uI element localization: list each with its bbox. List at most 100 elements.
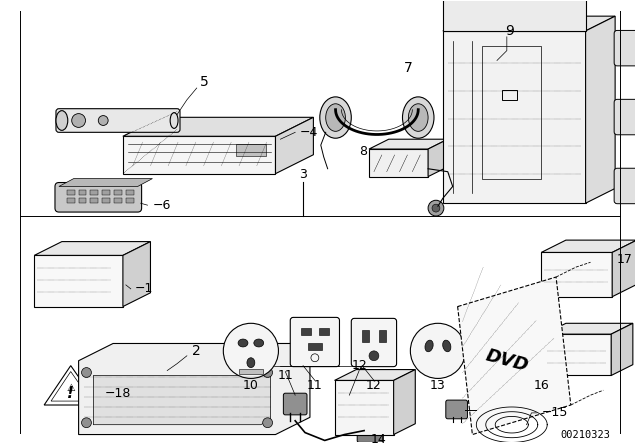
Text: 13: 13 — [430, 379, 446, 392]
Polygon shape — [541, 240, 637, 252]
Polygon shape — [369, 139, 448, 149]
Text: 11: 11 — [278, 369, 293, 382]
Ellipse shape — [254, 339, 264, 347]
Text: −18: −18 — [105, 387, 132, 400]
Bar — [319, 328, 329, 335]
Bar — [126, 198, 134, 203]
Polygon shape — [59, 179, 152, 186]
Bar — [236, 144, 266, 156]
Ellipse shape — [56, 111, 68, 130]
Text: 9: 9 — [505, 24, 514, 38]
Text: 11: 11 — [307, 379, 323, 392]
Bar — [79, 198, 86, 203]
Text: −6: −6 — [152, 198, 171, 211]
FancyBboxPatch shape — [502, 381, 522, 397]
Text: 12: 12 — [351, 359, 367, 372]
Bar — [114, 198, 122, 203]
Polygon shape — [93, 375, 271, 425]
Ellipse shape — [425, 340, 433, 352]
Circle shape — [428, 200, 444, 216]
Bar — [102, 198, 110, 203]
Polygon shape — [443, 16, 615, 31]
Bar — [90, 198, 99, 203]
Polygon shape — [612, 240, 637, 297]
Circle shape — [81, 368, 92, 378]
Text: DVD: DVD — [483, 346, 531, 375]
Ellipse shape — [170, 112, 178, 129]
Polygon shape — [458, 277, 571, 435]
Polygon shape — [443, 31, 586, 203]
Bar — [126, 190, 134, 195]
Ellipse shape — [238, 339, 248, 347]
Bar — [502, 90, 516, 100]
Bar — [482, 46, 541, 179]
FancyBboxPatch shape — [614, 30, 640, 66]
Bar — [79, 190, 86, 195]
Bar — [114, 190, 122, 195]
Polygon shape — [428, 139, 448, 177]
Polygon shape — [541, 252, 612, 297]
Bar — [67, 190, 75, 195]
Text: 3: 3 — [299, 168, 307, 181]
Bar — [308, 343, 322, 350]
Text: 14: 14 — [371, 433, 387, 446]
Polygon shape — [123, 117, 314, 136]
Circle shape — [262, 368, 273, 378]
FancyBboxPatch shape — [614, 168, 640, 204]
Ellipse shape — [408, 104, 428, 131]
Circle shape — [223, 323, 278, 379]
Bar — [362, 330, 369, 342]
Bar — [239, 369, 262, 375]
Text: 12: 12 — [366, 379, 382, 392]
Polygon shape — [443, 0, 586, 31]
Text: 8: 8 — [359, 145, 367, 158]
Circle shape — [432, 204, 440, 212]
Bar — [301, 328, 311, 335]
Polygon shape — [123, 241, 150, 306]
Polygon shape — [123, 136, 275, 174]
FancyBboxPatch shape — [56, 109, 180, 132]
Polygon shape — [586, 16, 615, 203]
Text: −15: −15 — [541, 406, 568, 419]
Text: 17: 17 — [617, 253, 633, 266]
Polygon shape — [335, 370, 415, 380]
Text: 7: 7 — [403, 61, 412, 75]
Polygon shape — [335, 380, 394, 435]
Polygon shape — [35, 255, 123, 306]
FancyBboxPatch shape — [55, 182, 141, 212]
Text: −4: −4 — [300, 126, 319, 139]
FancyBboxPatch shape — [291, 317, 339, 366]
Circle shape — [72, 114, 86, 127]
Text: 00210323: 00210323 — [561, 430, 611, 439]
Circle shape — [410, 323, 465, 379]
Polygon shape — [394, 370, 415, 435]
Bar — [102, 190, 110, 195]
Polygon shape — [544, 334, 611, 375]
FancyBboxPatch shape — [614, 99, 640, 135]
Polygon shape — [79, 344, 310, 435]
Polygon shape — [544, 323, 633, 334]
FancyBboxPatch shape — [351, 319, 397, 366]
Text: 10: 10 — [243, 379, 259, 392]
Circle shape — [369, 351, 379, 361]
FancyBboxPatch shape — [357, 423, 383, 443]
Bar — [379, 330, 386, 342]
Text: 5: 5 — [200, 75, 209, 89]
Ellipse shape — [320, 97, 351, 138]
Bar — [67, 198, 75, 203]
Polygon shape — [611, 323, 633, 375]
Ellipse shape — [403, 97, 434, 138]
Polygon shape — [275, 117, 314, 174]
Text: ⚠: ⚠ — [67, 383, 75, 393]
Circle shape — [81, 418, 92, 428]
Circle shape — [99, 116, 108, 125]
Text: 16: 16 — [533, 379, 549, 392]
Text: −1: −1 — [134, 282, 153, 295]
Bar — [90, 190, 99, 195]
Text: !: ! — [67, 386, 74, 401]
FancyBboxPatch shape — [284, 393, 307, 415]
Circle shape — [262, 418, 273, 428]
Polygon shape — [369, 149, 428, 177]
Ellipse shape — [326, 104, 346, 131]
Ellipse shape — [443, 340, 451, 352]
